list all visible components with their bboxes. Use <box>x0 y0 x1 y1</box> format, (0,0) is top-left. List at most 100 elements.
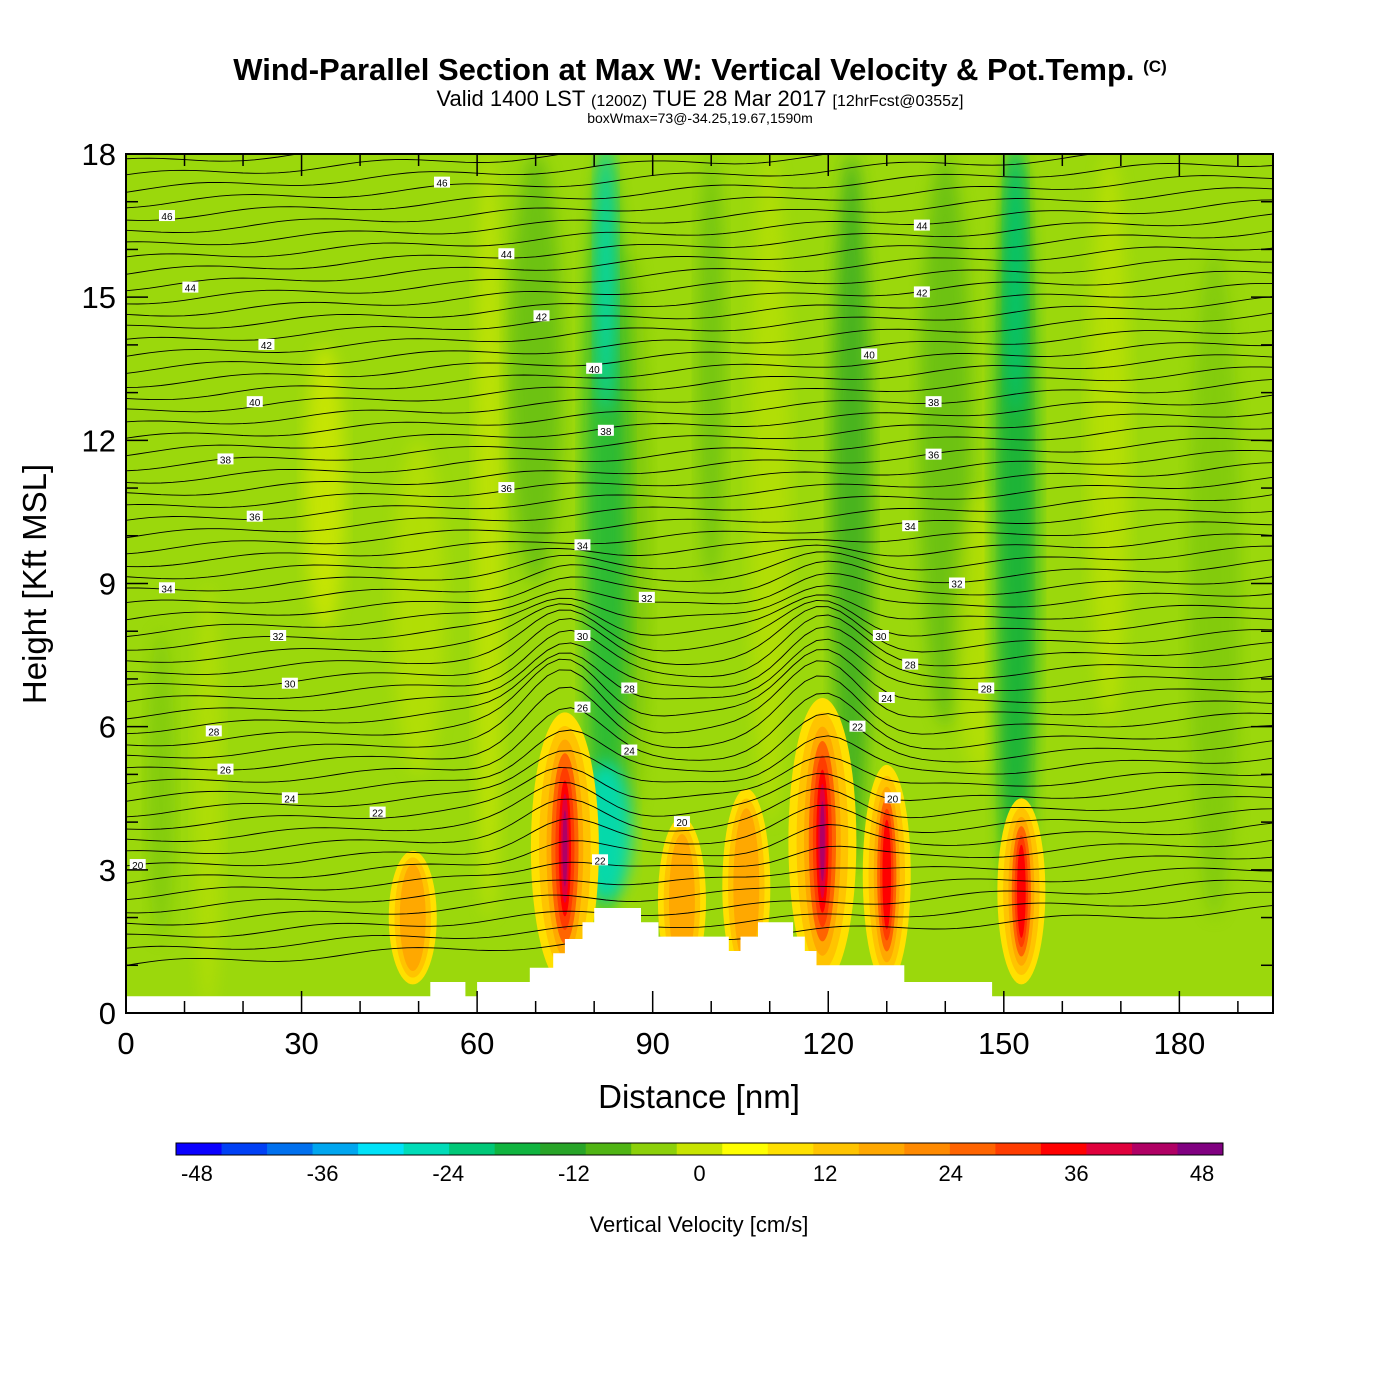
field-streak <box>147 631 176 942</box>
theta-label-bg <box>574 629 591 641</box>
theta-contour-line <box>126 839 1273 901</box>
theta-label-text: 46 <box>161 212 173 223</box>
updraft-contour <box>733 808 760 965</box>
updraft-contour <box>820 801 825 882</box>
theta-contour-line <box>126 462 1273 521</box>
theta-contour-labels: 46 46 44 44 44 42 42 42 40 40 40 38 38 38 36 36 36 34 34 34… <box>129 176 995 872</box>
theta-label-bg <box>434 176 451 188</box>
theta-label: 34 <box>574 539 591 552</box>
theta-contour-line <box>126 494 1273 555</box>
y-axis-label: Height [Kft MSL] <box>16 464 53 704</box>
theta-label: 46 <box>158 210 175 223</box>
colorbar-swatch <box>358 1143 405 1155</box>
forecast-info: [12hrFcst@0355z] <box>832 93 964 110</box>
theta-label-text: 30 <box>577 632 589 643</box>
updraft-contour <box>668 834 695 968</box>
colorbar-swatch <box>449 1143 496 1155</box>
colorbar-swatch <box>312 1143 359 1155</box>
theta-label: 30 <box>281 677 298 691</box>
field-streak <box>193 583 222 1013</box>
colorbar-swatch <box>676 1143 723 1155</box>
theta-label-text: 28 <box>624 684 636 695</box>
theta-label-bg <box>281 792 298 804</box>
theta-label-text: 38 <box>928 398 940 409</box>
theta-contour-line <box>126 92 1273 149</box>
theta-label: 20 <box>673 816 690 829</box>
theta-label: 22 <box>369 806 386 820</box>
colorbar-swatch <box>494 1143 541 1155</box>
y-tick-label: 0 <box>99 996 116 1031</box>
theta-contour-line <box>126 258 1273 317</box>
theta-contours <box>126 92 1273 966</box>
theta-contour-line <box>126 559 1273 621</box>
field-streak <box>392 440 445 775</box>
theta-label-text: 32 <box>273 632 285 643</box>
theta-contour-line <box>126 175 1273 234</box>
theta-label: 22 <box>849 720 866 734</box>
theta-contour-line <box>126 855 1273 914</box>
theta-contour-line <box>126 713 1273 802</box>
theta-contour-line <box>126 282 1273 341</box>
colorbar-swatch <box>267 1143 314 1155</box>
theta-contour-line <box>126 545 1273 604</box>
theta-label: 26 <box>574 701 591 715</box>
theta-label: 24 <box>878 692 895 705</box>
theta-label-text: 42 <box>261 341 273 352</box>
theta-label-text: 36 <box>928 451 940 462</box>
colorbar-swatch <box>813 1143 860 1155</box>
y-tick-label: 15 <box>82 280 116 315</box>
colorbar-swatch <box>858 1143 905 1155</box>
theta-label-bg <box>872 629 889 641</box>
theta-label-text: 22 <box>852 723 864 734</box>
colorbar-swatch <box>176 1143 223 1155</box>
theta-label-bg <box>913 219 930 231</box>
theta-label-bg <box>574 539 591 551</box>
theta-contour-line <box>126 378 1273 439</box>
theta-label-bg <box>369 806 386 818</box>
theta-label-text: 34 <box>905 522 917 533</box>
valid-utc: (1200Z) <box>591 93 648 110</box>
theta-label-bg <box>498 482 515 494</box>
theta-label-text: 20 <box>132 861 144 872</box>
theta-contour-line <box>126 521 1273 580</box>
y-tick-label: 18 <box>82 137 116 172</box>
theta-label-bg <box>281 677 298 689</box>
x-tick-label: 180 <box>1154 1026 1206 1061</box>
boxwmax-line: boxWmax=73@-34.25,19.67,1590m <box>587 110 813 126</box>
theta-label: 34 <box>902 520 919 533</box>
theta-label-bg <box>129 859 146 871</box>
theta-contour-line <box>126 606 1273 688</box>
theta-label-text: 34 <box>161 584 173 595</box>
theta-label-bg <box>621 682 638 694</box>
theta-label-text: 32 <box>641 594 653 605</box>
theta-label: 44 <box>182 281 199 295</box>
x-tick-label: 30 <box>284 1026 318 1061</box>
theta-label-text: 38 <box>600 427 612 438</box>
theta-contour-line <box>126 425 1273 484</box>
theta-label-bg <box>246 510 263 522</box>
colorbar-tick-label: 12 <box>813 1161 837 1186</box>
theta-contour-line <box>126 449 1273 508</box>
theta-label-bg <box>878 692 895 704</box>
theta-contour-line <box>126 572 1273 638</box>
theta-label-text: 44 <box>916 222 928 233</box>
theta-label: 38 <box>925 396 942 409</box>
theta-contour-line <box>126 594 1273 663</box>
theta-contour-line <box>126 296 1273 357</box>
theta-label-bg <box>533 310 550 322</box>
colorbar-swatch <box>1086 1143 1133 1155</box>
y-tick-label: 9 <box>99 567 116 602</box>
theta-contour-line <box>126 675 1273 771</box>
theta-contour-line <box>126 879 1273 938</box>
theta-label: 40 <box>861 348 878 361</box>
theta-label: 26 <box>217 763 234 777</box>
theta-contour-line <box>126 246 1273 305</box>
theta-contour-line <box>126 154 301 162</box>
theta-label-text: 24 <box>284 794 296 805</box>
theta-label-text: 40 <box>864 350 876 361</box>
colorbar-swatch <box>585 1143 632 1155</box>
theta-label-bg <box>597 424 614 436</box>
downdraft-core <box>595 154 616 414</box>
velocity-field <box>126 154 1273 1013</box>
theta-label-text: 24 <box>624 747 636 758</box>
